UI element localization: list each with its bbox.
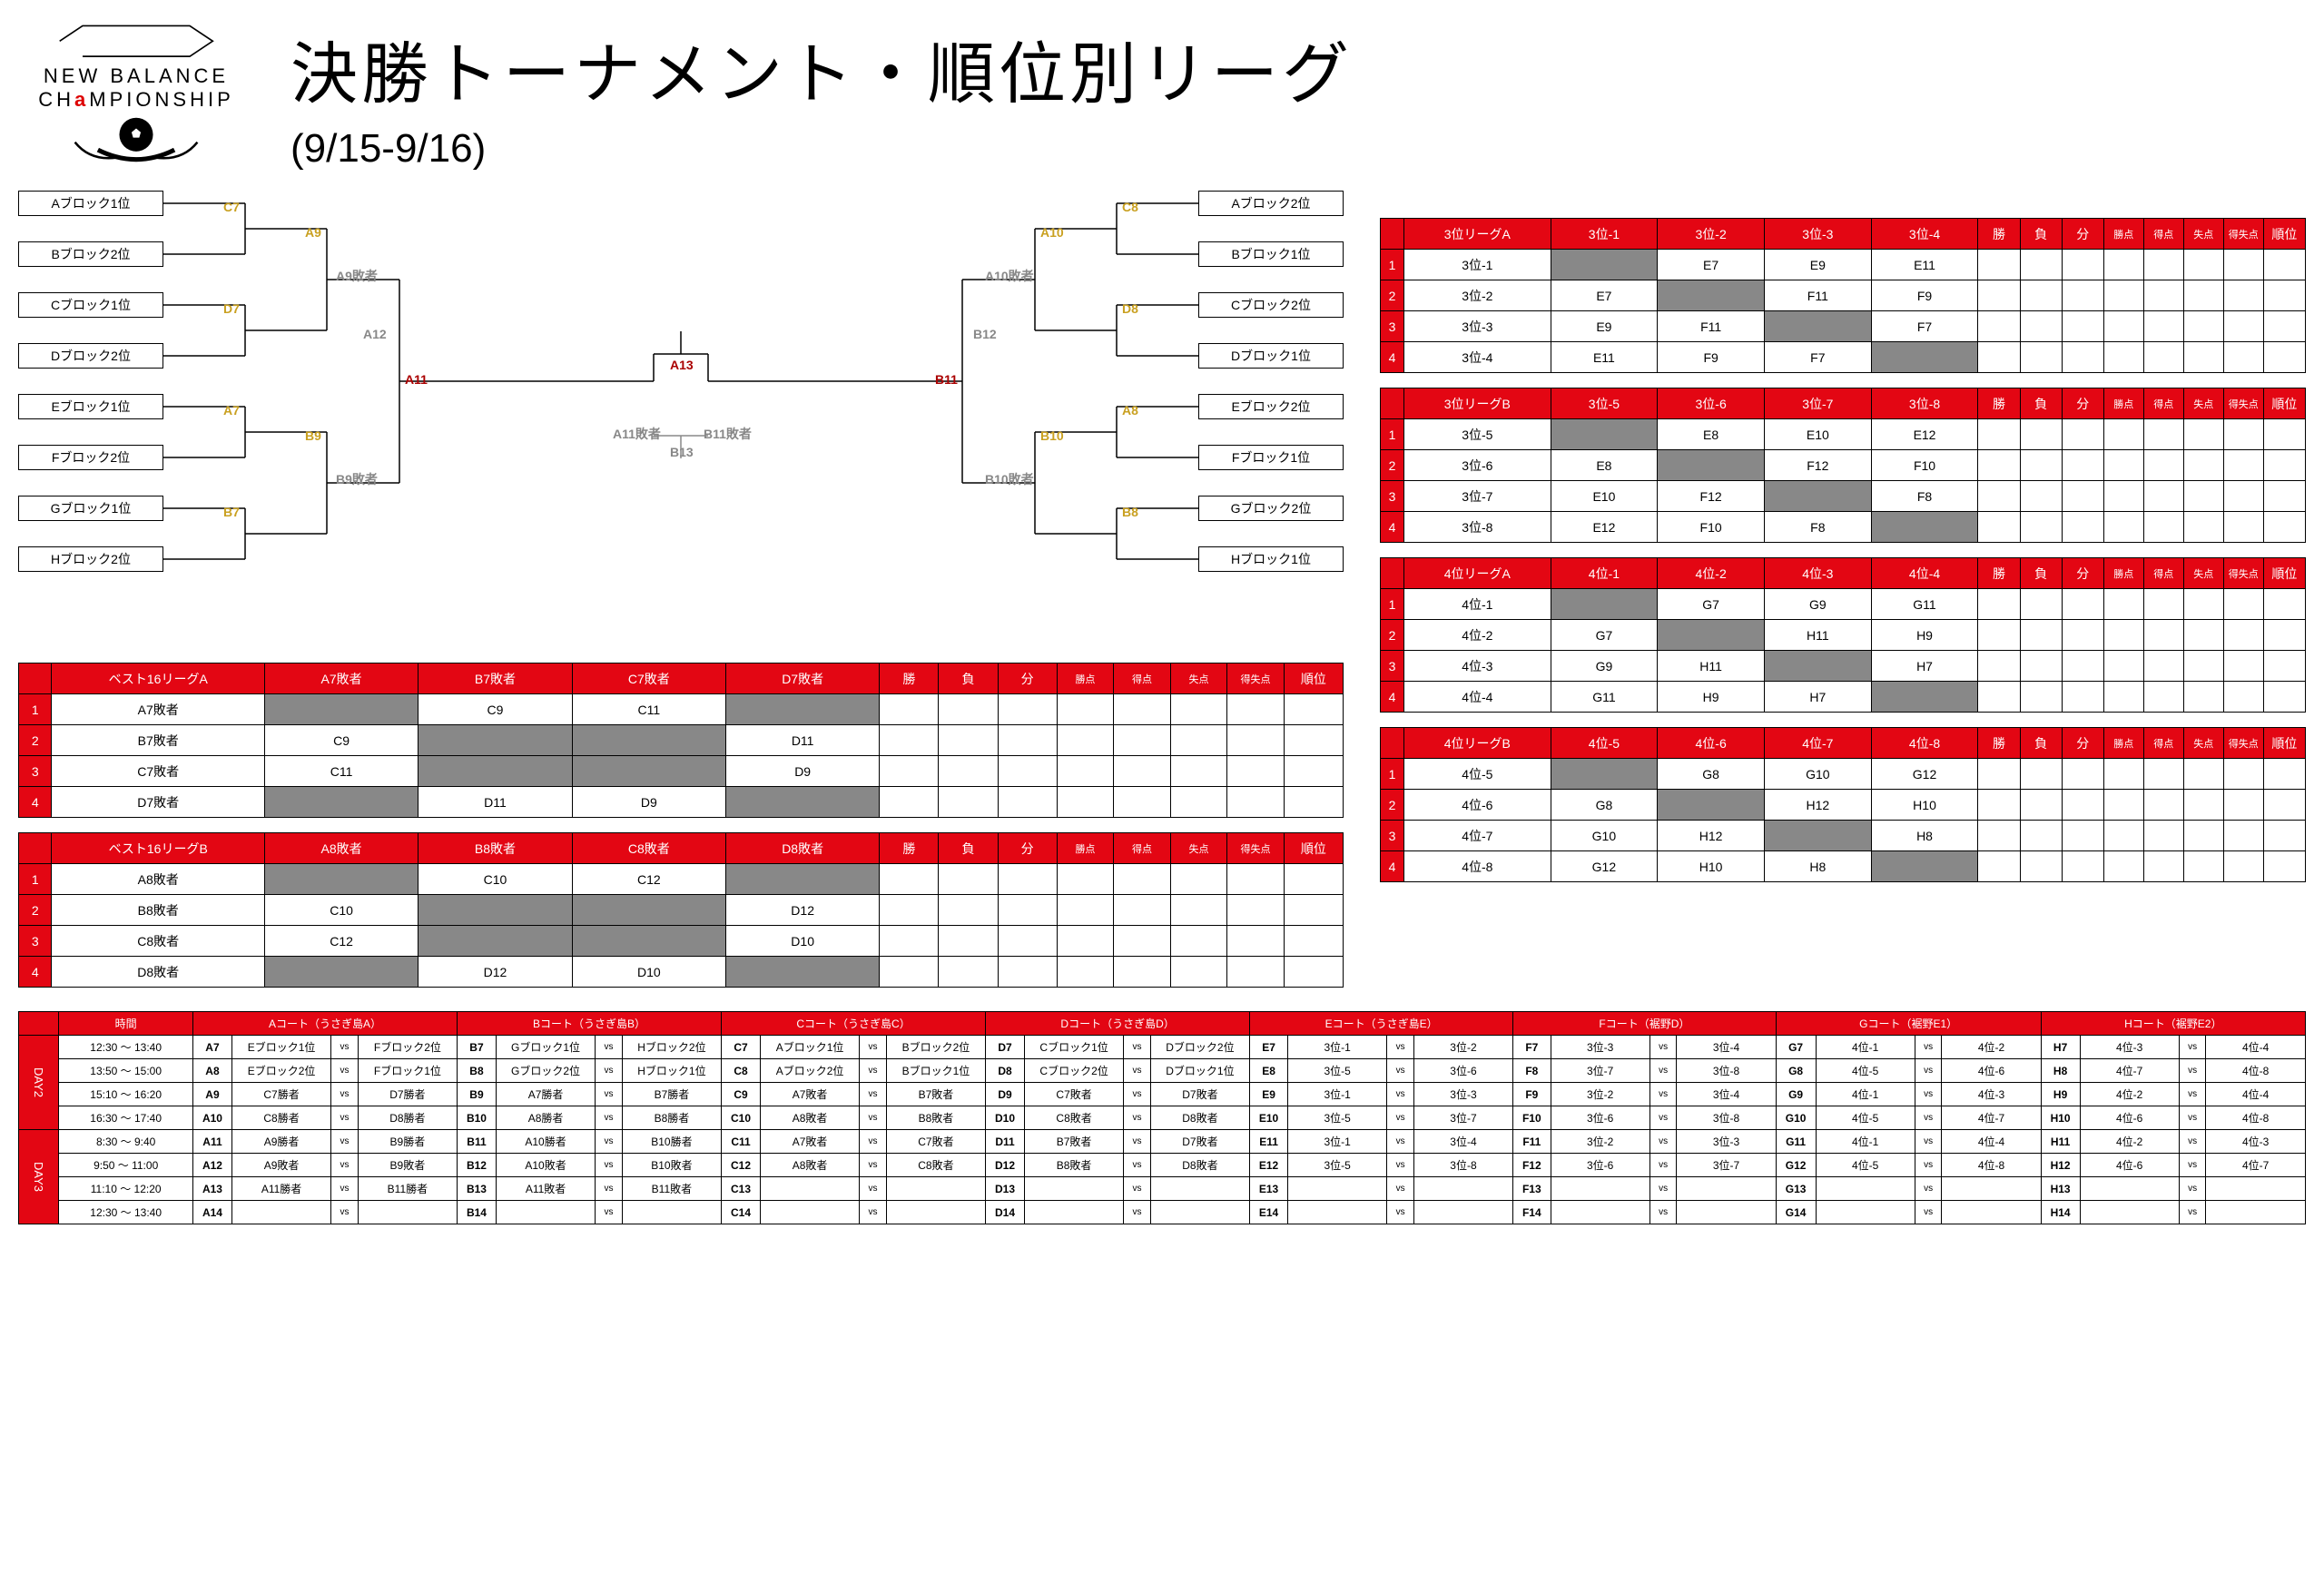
bracket-team-right: Eブロック2位 — [1198, 394, 1344, 419]
league-table: ベスト16リーグAA7敗者B7敗者C7敗者D7敗者勝負分勝点得点失点得失点順位1… — [18, 663, 1344, 818]
page-title: 決勝トーナメント・順位別リーグ — [290, 20, 1353, 117]
league-4b: 4位リーグB4位-54位-64位-74位-8勝負分勝点得点失点得失点順位14位-… — [1380, 727, 2306, 882]
bracket-team-right: Gブロック2位 — [1198, 496, 1344, 521]
bracket-team-right: Fブロック1位 — [1198, 445, 1344, 470]
header: NEW BALANCE CHaMPIONSHIP 決勝トーナメント・順位別リーグ… — [18, 18, 2306, 172]
league-table: 3位リーグA3位-13位-23位-33位-4勝負分勝点得点失点得失点順位13位-… — [1380, 218, 2306, 373]
league-table: ベスト16リーグBA8敗者B8敗者C8敗者D8敗者勝負分勝点得点失点得失点順位1… — [18, 832, 1344, 988]
logo-line2: CHaMPIONSHIP — [38, 88, 234, 112]
bracket-team-left: Fブロック2位 — [18, 445, 163, 470]
logo: NEW BALANCE CHaMPIONSHIP — [18, 18, 254, 172]
bracket-team-left: Dブロック2位 — [18, 343, 163, 369]
best16-league-a: ベスト16リーグAA7敗者B7敗者C7敗者D7敗者勝負分勝点得点失点得失点順位1… — [18, 663, 1344, 818]
league-4a: 4位リーグA4位-14位-24位-34位-4勝負分勝点得点失点得失点順位14位-… — [1380, 557, 2306, 713]
bracket-team-left: Eブロック1位 — [18, 394, 163, 419]
tournament-bracket: Aブロック1位 Bブロック2位 Cブロック1位 Dブロック2位 Eブロック1位 Fブロック… — [18, 191, 1344, 644]
schedule: 時間Aコート（うさぎ島A）Bコート（うさぎ島B）Cコート（うさぎ島C）Dコート（… — [18, 1011, 2306, 1224]
bracket-team-left: Aブロック1位 — [18, 191, 163, 216]
bracket-team-left: Cブロック1位 — [18, 292, 163, 318]
logo-line1: NEW BALANCE — [44, 64, 229, 88]
league-table: 3位リーグB3位-53位-63位-73位-8勝負分勝点得点失点得失点順位13位-… — [1380, 388, 2306, 543]
league-table: 4位リーグA4位-14位-24位-34位-4勝負分勝点得点失点得失点順位14位-… — [1380, 557, 2306, 713]
bracket-team-left: Hブロック2位 — [18, 546, 163, 572]
league-table: 4位リーグB4位-54位-64位-74位-8勝負分勝点得点失点得失点順位14位-… — [1380, 727, 2306, 882]
schedule-table: 時間Aコート（うさぎ島A）Bコート（うさぎ島B）Cコート（うさぎ島C）Dコート（… — [18, 1011, 2306, 1224]
league-3a: 3位リーグA3位-13位-23位-33位-4勝負分勝点得点失点得失点順位13位-… — [1380, 218, 2306, 373]
bracket-team-right: Cブロック2位 — [1198, 292, 1344, 318]
bracket-team-right: Aブロック2位 — [1198, 191, 1344, 216]
bracket-team-right: Bブロック1位 — [1198, 241, 1344, 267]
title-block: 決勝トーナメント・順位別リーグ (9/15-9/16) — [290, 20, 1353, 172]
bracket-team-right: Dブロック1位 — [1198, 343, 1344, 369]
bracket-team-left: Gブロック1位 — [18, 496, 163, 521]
league-3b: 3位リーグB3位-53位-63位-73位-8勝負分勝点得点失点得失点順位13位-… — [1380, 388, 2306, 543]
date-range: (9/15-9/16) — [290, 126, 1353, 172]
best16-league-b: ベスト16リーグBA8敗者B8敗者C8敗者D8敗者勝負分勝点得点失点得失点順位1… — [18, 832, 1344, 988]
bracket-team-left: Bブロック2位 — [18, 241, 163, 267]
bracket-team-right: Hブロック1位 — [1198, 546, 1344, 572]
